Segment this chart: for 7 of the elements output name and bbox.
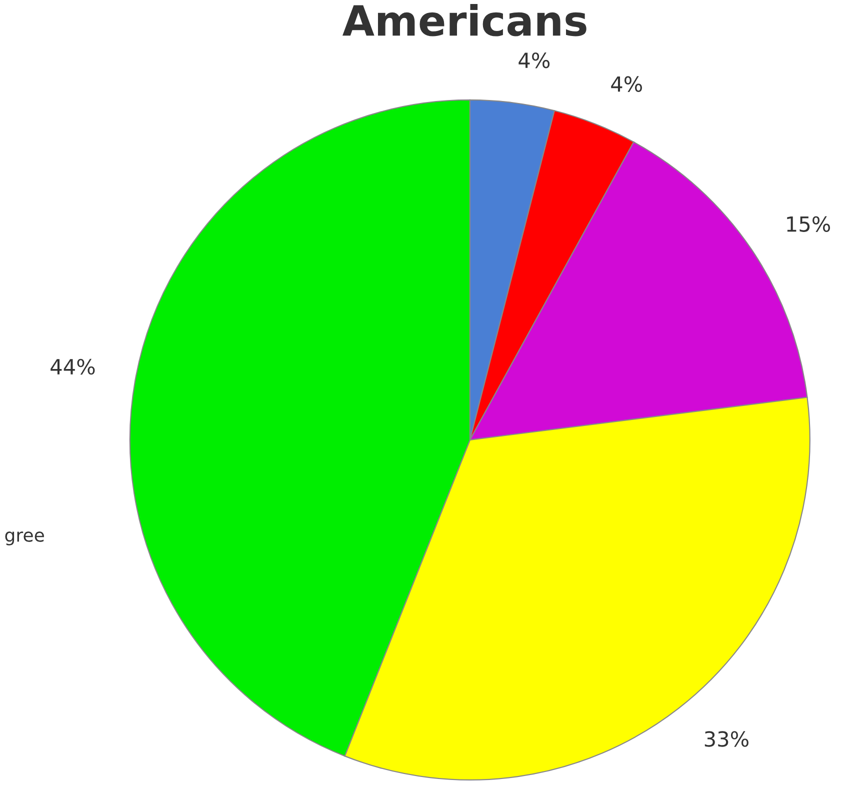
data-label: 4% bbox=[518, 52, 550, 68]
data-label: 15% bbox=[787, 216, 830, 232]
data-label: 44% bbox=[50, 358, 95, 375]
data-label: 33% bbox=[704, 731, 748, 747]
chart-title: Americans bbox=[342, 4, 586, 36]
text: gree bbox=[5, 532, 44, 546]
data-label: 4% bbox=[611, 76, 642, 92]
